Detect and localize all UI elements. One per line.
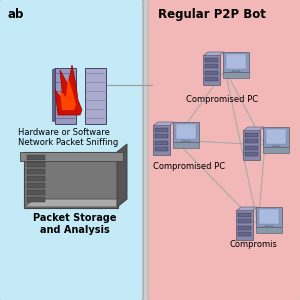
FancyBboxPatch shape xyxy=(0,0,143,300)
FancyBboxPatch shape xyxy=(238,226,251,230)
FancyBboxPatch shape xyxy=(52,70,73,121)
FancyBboxPatch shape xyxy=(256,206,282,227)
FancyBboxPatch shape xyxy=(173,122,199,142)
FancyBboxPatch shape xyxy=(155,128,168,132)
FancyBboxPatch shape xyxy=(155,141,168,145)
FancyBboxPatch shape xyxy=(223,72,249,78)
FancyBboxPatch shape xyxy=(20,152,122,160)
FancyBboxPatch shape xyxy=(205,77,218,81)
FancyBboxPatch shape xyxy=(52,69,73,120)
Polygon shape xyxy=(203,52,224,56)
FancyBboxPatch shape xyxy=(155,147,168,151)
FancyBboxPatch shape xyxy=(232,71,240,75)
Text: Regular P2P Bot: Regular P2P Bot xyxy=(158,8,266,21)
FancyBboxPatch shape xyxy=(272,146,280,150)
FancyBboxPatch shape xyxy=(236,210,253,240)
FancyBboxPatch shape xyxy=(173,142,199,148)
Text: Hardware or Software
Network Packet Sniffing: Hardware or Software Network Packet Snif… xyxy=(18,128,118,147)
FancyBboxPatch shape xyxy=(223,52,249,72)
Polygon shape xyxy=(24,199,127,207)
FancyBboxPatch shape xyxy=(245,146,258,150)
FancyBboxPatch shape xyxy=(205,64,218,68)
FancyBboxPatch shape xyxy=(266,129,286,144)
FancyBboxPatch shape xyxy=(53,68,74,119)
FancyBboxPatch shape xyxy=(245,152,258,156)
Polygon shape xyxy=(243,127,264,130)
Text: Packet Storage
and Analysis: Packet Storage and Analysis xyxy=(33,213,117,235)
FancyBboxPatch shape xyxy=(148,0,300,300)
FancyBboxPatch shape xyxy=(205,71,218,75)
FancyBboxPatch shape xyxy=(243,130,260,160)
FancyBboxPatch shape xyxy=(52,69,74,120)
FancyBboxPatch shape xyxy=(263,127,289,147)
FancyBboxPatch shape xyxy=(238,219,251,224)
FancyBboxPatch shape xyxy=(226,54,246,69)
FancyBboxPatch shape xyxy=(27,169,45,174)
FancyBboxPatch shape xyxy=(259,208,279,224)
FancyBboxPatch shape xyxy=(176,124,196,139)
Text: Compromised PC: Compromised PC xyxy=(186,95,258,104)
Polygon shape xyxy=(117,144,127,207)
Polygon shape xyxy=(236,207,257,211)
FancyBboxPatch shape xyxy=(27,197,45,202)
FancyBboxPatch shape xyxy=(245,133,258,137)
FancyBboxPatch shape xyxy=(238,213,251,217)
FancyBboxPatch shape xyxy=(85,68,106,124)
FancyBboxPatch shape xyxy=(23,152,118,208)
FancyBboxPatch shape xyxy=(205,58,218,62)
Text: ab: ab xyxy=(8,8,24,21)
FancyBboxPatch shape xyxy=(265,226,273,230)
FancyBboxPatch shape xyxy=(155,134,168,138)
FancyBboxPatch shape xyxy=(256,227,282,233)
Text: Compromised PC: Compromised PC xyxy=(153,162,225,171)
FancyBboxPatch shape xyxy=(27,155,45,160)
Polygon shape xyxy=(60,77,76,110)
FancyBboxPatch shape xyxy=(182,141,190,145)
Text: Compromis: Compromis xyxy=(230,240,278,249)
FancyBboxPatch shape xyxy=(27,176,45,181)
FancyBboxPatch shape xyxy=(27,183,45,188)
FancyBboxPatch shape xyxy=(27,162,45,167)
FancyBboxPatch shape xyxy=(245,140,258,143)
FancyBboxPatch shape xyxy=(27,190,45,195)
Polygon shape xyxy=(55,65,82,115)
FancyBboxPatch shape xyxy=(238,232,251,236)
Polygon shape xyxy=(153,122,174,126)
FancyBboxPatch shape xyxy=(263,147,289,153)
FancyBboxPatch shape xyxy=(53,69,74,120)
FancyBboxPatch shape xyxy=(153,125,170,155)
FancyBboxPatch shape xyxy=(203,55,220,85)
FancyBboxPatch shape xyxy=(55,68,76,124)
